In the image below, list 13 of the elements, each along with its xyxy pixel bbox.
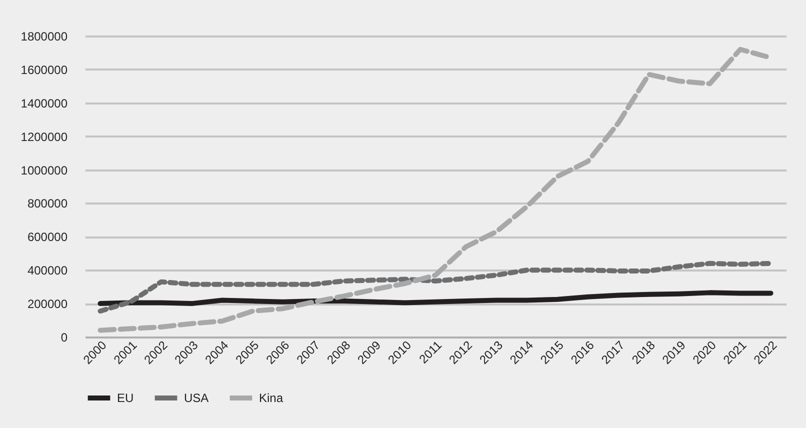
y-tick-label: 1400000 bbox=[20, 96, 68, 110]
y-tick-label: 1200000 bbox=[20, 130, 68, 144]
legend-label: EU bbox=[117, 391, 134, 405]
y-tick-label: 200000 bbox=[27, 297, 68, 312]
y-tick-label: 0 bbox=[60, 330, 68, 344]
y-tick-label: 400000 bbox=[27, 264, 68, 278]
y-tick-label: 1600000 bbox=[20, 62, 68, 77]
y-tick-label: 600000 bbox=[27, 230, 68, 244]
y-tick-label: 1000000 bbox=[20, 163, 68, 178]
legend-label: USA bbox=[184, 391, 209, 405]
legend-label: Kina bbox=[259, 391, 284, 405]
y-tick-label: 1800000 bbox=[20, 30, 68, 44]
y-tick-label: 800000 bbox=[27, 196, 68, 211]
